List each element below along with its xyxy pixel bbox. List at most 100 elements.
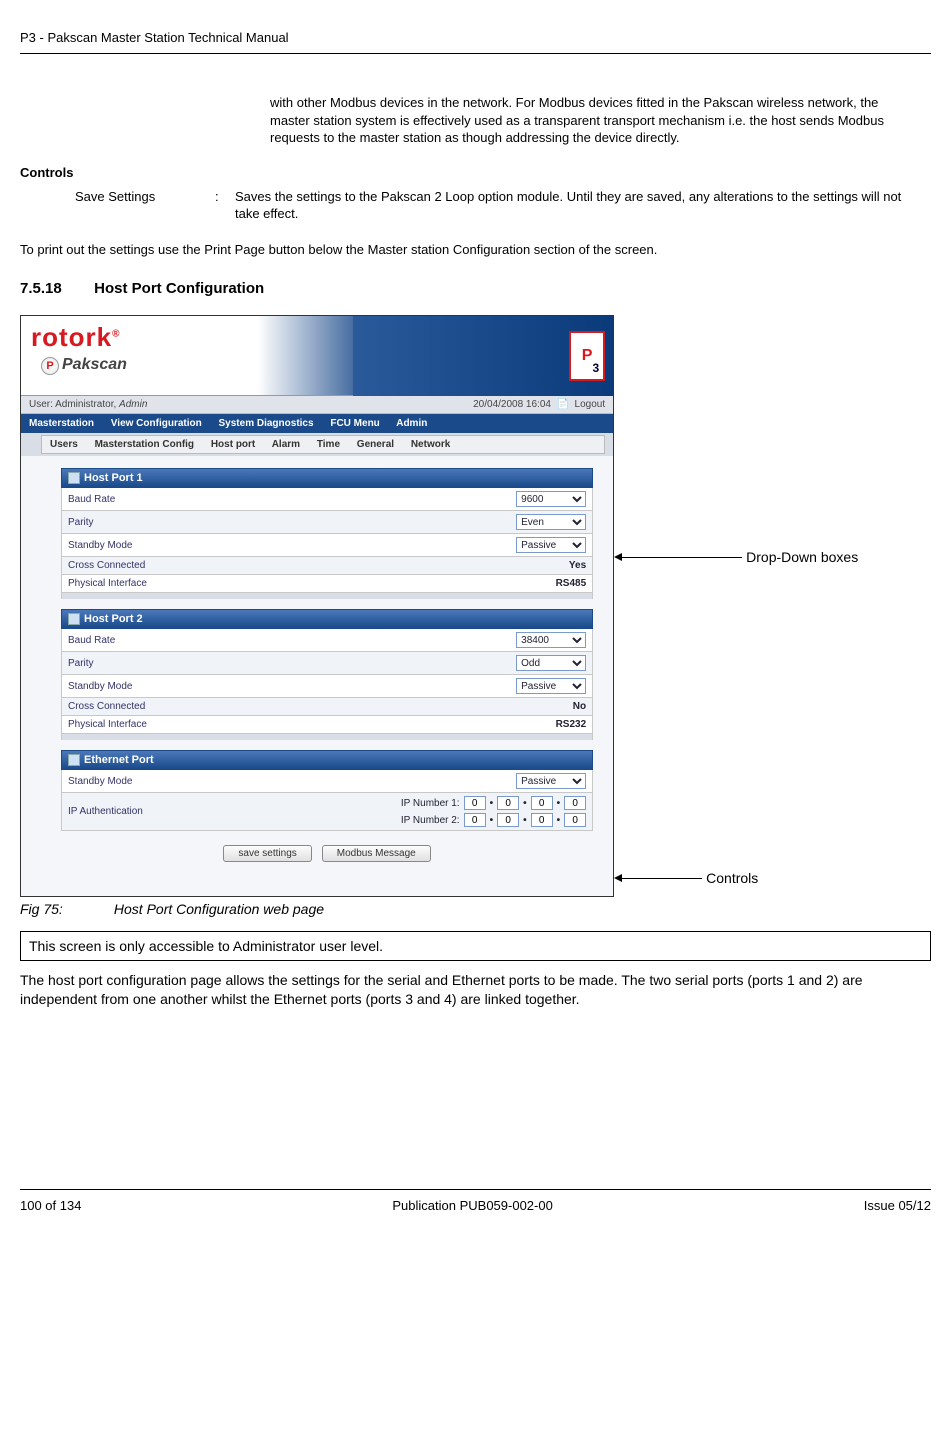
section-icon <box>68 754 80 766</box>
page-header-title: P3 - Pakscan Master Station Technical Ma… <box>20 30 931 45</box>
header-rule <box>20 53 931 54</box>
annotation-controls-text: Controls <box>706 870 758 886</box>
hp1-cross-row: Cross Connected Yes <box>61 557 593 575</box>
hp1-parity-label: Parity <box>68 517 94 528</box>
status-user: User: Administrator, Admin <box>29 399 147 410</box>
colon: : <box>215 188 235 223</box>
section-number: 7.5.18 <box>20 280 90 297</box>
modbus-message-button[interactable]: Modbus Message <box>322 845 431 862</box>
section-icon <box>68 472 80 484</box>
subnav-time[interactable]: Time <box>317 439 340 450</box>
ip2-oct4[interactable] <box>564 813 586 827</box>
nav-masterstation[interactable]: Masterstation <box>29 418 94 429</box>
subnav-alarm[interactable]: Alarm <box>272 439 300 450</box>
intro-paragraph: with other Modbus devices in the network… <box>270 94 921 147</box>
status-datetime: 20/04/2008 16:04 <box>473 399 551 410</box>
hp1-phys-label: Physical Interface <box>68 578 147 589</box>
print-paragraph: To print out the settings use the Print … <box>20 241 931 259</box>
hp2-parity-row: Parity Odd <box>61 652 593 675</box>
eth-ipauth-label: IP Authentication <box>68 806 143 817</box>
figure-caption: Fig 75: Host Port Configuration web page <box>20 901 931 917</box>
arrow-left-icon <box>614 553 622 561</box>
rotork-logo: rotork® <box>31 322 121 353</box>
button-row: save settings Modbus Message <box>61 845 593 862</box>
status-right: 20/04/2008 16:04 📄 Logout <box>473 399 605 410</box>
annotation-controls: Controls <box>614 870 758 886</box>
hp1-baud-label: Baud Rate <box>68 494 115 505</box>
hp1-standby-row: Standby Mode Passive <box>61 534 593 557</box>
subnav-network[interactable]: Network <box>411 439 450 450</box>
status-bar: User: Administrator, Admin 20/04/2008 16… <box>21 396 613 414</box>
banner-graphic: P3 <box>353 316 613 396</box>
subnav-general[interactable]: General <box>357 439 394 450</box>
logout-link[interactable]: Logout <box>575 399 606 410</box>
ip2-oct1[interactable] <box>464 813 486 827</box>
ip1-label: IP Number 1: <box>401 798 460 809</box>
eth-standby-row: Standby Mode Passive <box>61 770 593 793</box>
section-icon <box>68 613 80 625</box>
page-footer: 100 of 134 Publication PUB059-002-00 Iss… <box>20 1198 931 1213</box>
nav-fcu-menu[interactable]: FCU Menu <box>330 418 379 429</box>
hp2-standby-select[interactable]: Passive <box>516 678 586 694</box>
rotork-logo-text: rotork <box>31 322 112 352</box>
nav-admin[interactable]: Admin <box>396 418 427 429</box>
ip1-oct1[interactable] <box>464 796 486 810</box>
controls-heading: Controls <box>20 165 931 180</box>
pakscan-logo-text: Pakscan <box>62 356 127 373</box>
host-port-2-header: Host Port 2 <box>61 609 593 629</box>
hp2-cross-value: No <box>573 701 586 712</box>
annotation-dropdown: Drop-Down boxes <box>614 549 858 565</box>
hp1-phys-value: RS485 <box>556 578 587 589</box>
ip2-oct3[interactable] <box>531 813 553 827</box>
nav-system-diag[interactable]: System Diagnostics <box>219 418 314 429</box>
footer-rule <box>20 1189 931 1190</box>
hp1-parity-select[interactable]: Even <box>516 514 586 530</box>
after-paragraph: The host port configuration page allows … <box>20 971 931 1009</box>
annotation-dropdown-text: Drop-Down boxes <box>746 549 858 565</box>
figure-number: Fig 75: <box>20 901 110 917</box>
save-settings-row: Save Settings : Saves the settings to th… <box>75 188 921 223</box>
hp1-parity-row: Parity Even <box>61 511 593 534</box>
hp1-standby-select[interactable]: Passive <box>516 537 586 553</box>
save-settings-description: Saves the settings to the Pakscan 2 Loop… <box>235 188 921 223</box>
hp2-standby-row: Standby Mode Passive <box>61 675 593 698</box>
ip-block: IP Number 1: • • • IP Number 2: • • • <box>401 796 586 827</box>
subnav-users[interactable]: Users <box>50 439 78 450</box>
sub-nav-wrap: Users Masterstation Config Host port Ala… <box>21 433 613 456</box>
ip2-label: IP Number 2: <box>401 815 460 826</box>
footer-page-number: 100 of 134 <box>20 1198 81 1213</box>
hp1-baud-row: Baud Rate 9600 <box>61 488 593 511</box>
hp2-cross-label: Cross Connected <box>68 701 145 712</box>
ip1-oct3[interactable] <box>531 796 553 810</box>
subnav-masterstation-config[interactable]: Masterstation Config <box>95 439 194 450</box>
main-nav: Masterstation View Configuration System … <box>21 414 613 433</box>
ip1-oct4[interactable] <box>564 796 586 810</box>
annotation-line <box>622 878 702 879</box>
nav-view-config[interactable]: View Configuration <box>111 418 202 429</box>
hp1-cross-label: Cross Connected <box>68 560 145 571</box>
eth-standby-select[interactable]: Passive <box>516 773 586 789</box>
hp2-phys-label: Physical Interface <box>68 719 147 730</box>
hp1-baud-select[interactable]: 9600 <box>516 491 586 507</box>
ip1-oct2[interactable] <box>497 796 519 810</box>
pakscan-p-icon: P <box>41 357 59 375</box>
hp2-standby-label: Standby Mode <box>68 681 133 692</box>
eth-standby-label: Standby Mode <box>68 776 133 787</box>
ip-number-2: IP Number 2: • • • <box>401 813 586 827</box>
ip2-oct2[interactable] <box>497 813 519 827</box>
content-area: Host Port 1 Baud Rate 9600 Parity Even S… <box>21 456 613 896</box>
notice-box: This screen is only accessible to Admini… <box>20 931 931 961</box>
sub-nav: Users Masterstation Config Host port Ala… <box>41 435 605 454</box>
subnav-host-port[interactable]: Host port <box>211 439 255 450</box>
figure-caption-text: Host Port Configuration web page <box>114 901 324 917</box>
save-settings-button[interactable]: save settings <box>223 845 311 862</box>
hp1-phys-row: Physical Interface RS485 <box>61 575 593 593</box>
hp2-baud-select[interactable]: 38400 <box>516 632 586 648</box>
annotation-line <box>622 557 742 558</box>
hp2-phys-value: RS232 <box>556 719 587 730</box>
hp2-baud-label: Baud Rate <box>68 635 115 646</box>
screenshot-figure: rotork® PPakscan P3 User: Administrator,… <box>20 315 614 897</box>
hp2-parity-select[interactable]: Odd <box>516 655 586 671</box>
ip-number-1: IP Number 1: • • • <box>401 796 586 810</box>
banner: rotork® PPakscan P3 <box>21 316 613 396</box>
